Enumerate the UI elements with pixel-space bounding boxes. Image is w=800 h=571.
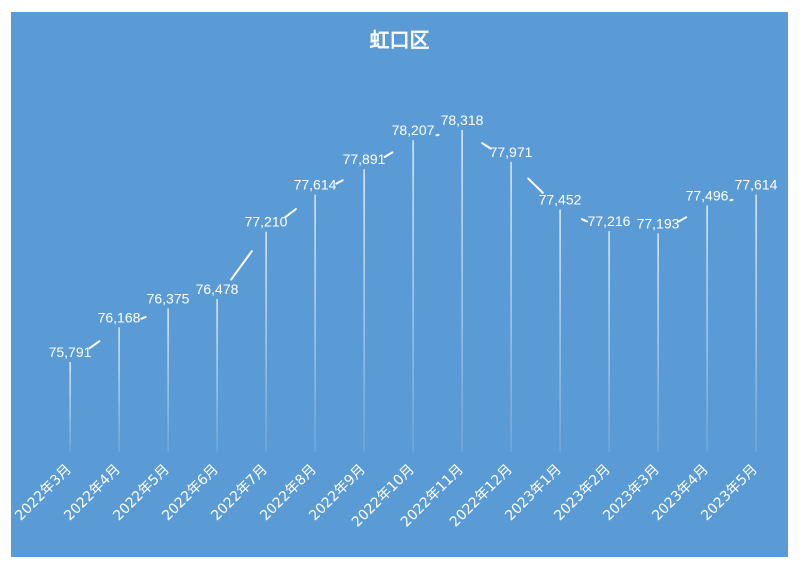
- series-line-segment: [284, 208, 297, 219]
- chart-area: 虹口区 75,791 76,168 76,375 76,478 77,210 77,614…: [11, 12, 788, 557]
- drop-line: [706, 205, 708, 452]
- data-label: 77,452: [539, 192, 582, 208]
- drop-line: [559, 209, 561, 452]
- line-chart: 75,791 76,168 76,375 76,478 77,210 77,614 77,8…: [12, 112, 778, 530]
- data-label: 76,478: [196, 281, 239, 297]
- drop-line: [216, 298, 218, 452]
- data-label: 78,318: [441, 112, 484, 128]
- data-label: 76,375: [147, 290, 190, 306]
- series-line-segment: [335, 179, 344, 185]
- data-label: 76,168: [98, 309, 141, 325]
- series-line-segment: [677, 216, 688, 223]
- series-line-segment: [383, 151, 394, 158]
- series-line-segment: [481, 142, 492, 150]
- drop-line: [608, 231, 610, 452]
- drop-line: [412, 140, 414, 452]
- drop-line: [657, 233, 659, 452]
- series-line-segment: [230, 250, 253, 281]
- series-line-segment: [580, 218, 589, 223]
- data-label: 77,614: [294, 177, 337, 193]
- chart-title: 虹口区: [369, 28, 430, 52]
- series-line-segment: [140, 316, 147, 320]
- data-label: 77,210: [245, 214, 288, 230]
- data-label: 77,971: [490, 144, 533, 160]
- drop-line: [118, 327, 120, 452]
- data-label: 77,216: [588, 213, 631, 229]
- data-label: 77,614: [735, 177, 778, 193]
- drop-line: [265, 231, 267, 452]
- data-label: 75,791: [49, 344, 92, 360]
- data-label: 77,891: [343, 151, 386, 167]
- drop-line: [167, 308, 169, 452]
- drop-line: [755, 194, 757, 452]
- series-line-segment: [527, 177, 544, 194]
- drop-line: [314, 194, 316, 452]
- drop-line: [363, 169, 365, 452]
- drop-line: [461, 130, 463, 452]
- series-line-segment: [88, 340, 101, 350]
- data-label: 78,207: [392, 122, 435, 138]
- drop-line: [69, 362, 71, 452]
- drop-line: [510, 161, 512, 452]
- data-label: 77,496: [686, 187, 729, 203]
- data-label: 77,193: [637, 215, 680, 231]
